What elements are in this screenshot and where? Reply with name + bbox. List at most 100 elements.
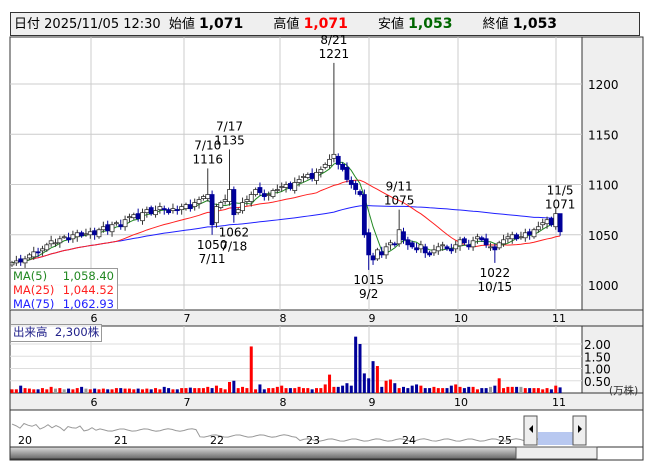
volume-bar bbox=[184, 388, 188, 393]
candle-body bbox=[192, 202, 198, 208]
volume-bar bbox=[114, 388, 118, 393]
annotation-date: 7/18 bbox=[220, 240, 247, 254]
navigator-history-line bbox=[11, 422, 581, 442]
volume-bar bbox=[528, 388, 532, 393]
candle-body bbox=[127, 216, 132, 219]
low-label: 安値 bbox=[378, 17, 405, 32]
candle-body bbox=[392, 243, 398, 246]
volume-bar bbox=[219, 388, 223, 393]
candle-body bbox=[187, 204, 193, 210]
candle-body bbox=[179, 206, 185, 211]
volume-bar bbox=[489, 386, 492, 393]
candle-body bbox=[388, 242, 393, 246]
volume-bar bbox=[410, 385, 414, 393]
candle-body bbox=[122, 219, 128, 228]
volume-bar bbox=[254, 389, 258, 393]
candle-body bbox=[57, 238, 63, 244]
candle-body bbox=[70, 234, 76, 240]
volume-bar bbox=[10, 389, 14, 393]
candle-body bbox=[309, 173, 315, 179]
annotation-date: 8/21 bbox=[320, 33, 347, 47]
volume-bar bbox=[475, 389, 479, 393]
ma25-value: 1,044.52 bbox=[62, 283, 114, 297]
volume-bar bbox=[354, 336, 358, 393]
volume-bar bbox=[36, 389, 40, 393]
y-tick-label: 1050 bbox=[588, 229, 619, 243]
x-tick-label: 9 bbox=[369, 312, 376, 325]
volume-bar bbox=[62, 389, 66, 393]
candle-body bbox=[479, 237, 485, 241]
candle-body bbox=[248, 194, 254, 202]
volume-bar bbox=[293, 388, 297, 393]
volume-bar bbox=[445, 388, 449, 393]
candle-body bbox=[74, 232, 80, 238]
volume-bar bbox=[14, 389, 18, 393]
volume-bar bbox=[506, 386, 510, 393]
candle-body bbox=[335, 155, 341, 165]
chevron-right-icon bbox=[578, 425, 582, 433]
volume-bar bbox=[545, 388, 549, 393]
volume-legend: 出来高 2,300株 bbox=[10, 324, 103, 342]
volume-bar bbox=[210, 388, 214, 393]
candle-body bbox=[483, 238, 489, 246]
navigator-scrollbar-thumb[interactable] bbox=[515, 446, 598, 460]
volume-bar bbox=[328, 374, 332, 393]
candle-body bbox=[13, 260, 19, 264]
candle-body bbox=[327, 158, 332, 166]
volume-bar bbox=[101, 388, 105, 393]
candle-body bbox=[183, 204, 189, 210]
candle-body bbox=[557, 213, 563, 233]
candle-body bbox=[488, 246, 493, 249]
volume-bar bbox=[110, 389, 114, 393]
volume-bar bbox=[106, 389, 110, 393]
volume-tick-label: 1.50 bbox=[584, 350, 611, 364]
volume-bar bbox=[349, 385, 353, 393]
volume-bar bbox=[127, 388, 131, 393]
volume-bar bbox=[306, 388, 310, 393]
candle-body bbox=[540, 222, 546, 226]
candle-body bbox=[348, 180, 354, 185]
y-tick-label: 1200 bbox=[588, 78, 619, 92]
volume-bar bbox=[502, 388, 506, 393]
candle-body bbox=[48, 240, 54, 245]
high-value: 1,071 bbox=[303, 16, 348, 32]
candle-body bbox=[496, 242, 502, 249]
candle-body bbox=[461, 238, 467, 244]
candle-body bbox=[444, 246, 450, 250]
volume-date-axis bbox=[9, 392, 644, 411]
volume-bar bbox=[436, 388, 440, 393]
candle-body bbox=[331, 153, 337, 159]
candle-body bbox=[414, 247, 419, 251]
candle-body bbox=[170, 208, 176, 212]
volume-bar bbox=[201, 388, 205, 393]
candle-body bbox=[31, 251, 37, 258]
candle-body bbox=[549, 218, 554, 226]
volume-bar bbox=[384, 380, 388, 393]
candle-body bbox=[205, 194, 211, 199]
navigator-year-label: 20 bbox=[18, 434, 32, 447]
candle-body bbox=[240, 202, 245, 212]
candle-body bbox=[209, 194, 215, 226]
annotation-date: 9/11 bbox=[386, 180, 413, 194]
navigator-year-label: 25 bbox=[498, 434, 512, 447]
x-tick-label: 9 bbox=[369, 396, 376, 409]
volume-bar bbox=[493, 385, 497, 393]
candle-body bbox=[87, 231, 93, 236]
candle-body bbox=[475, 236, 480, 240]
open-label: 始値 bbox=[168, 17, 195, 32]
volume-bar bbox=[536, 388, 540, 393]
candle-body bbox=[409, 242, 415, 248]
annotation-date: 7/17 bbox=[216, 119, 243, 133]
volume-bar bbox=[471, 386, 475, 393]
volume-bar bbox=[280, 385, 284, 393]
navigator-year-label: 22 bbox=[210, 434, 224, 447]
candle-body bbox=[383, 246, 389, 256]
volume-bar bbox=[541, 389, 545, 393]
candle-body bbox=[448, 248, 454, 252]
candle-body bbox=[270, 190, 276, 197]
x-tick-label: 7 bbox=[184, 312, 191, 325]
x-tick-label: 6 bbox=[91, 396, 98, 409]
candle-body bbox=[153, 210, 158, 216]
candle-body bbox=[287, 183, 293, 189]
